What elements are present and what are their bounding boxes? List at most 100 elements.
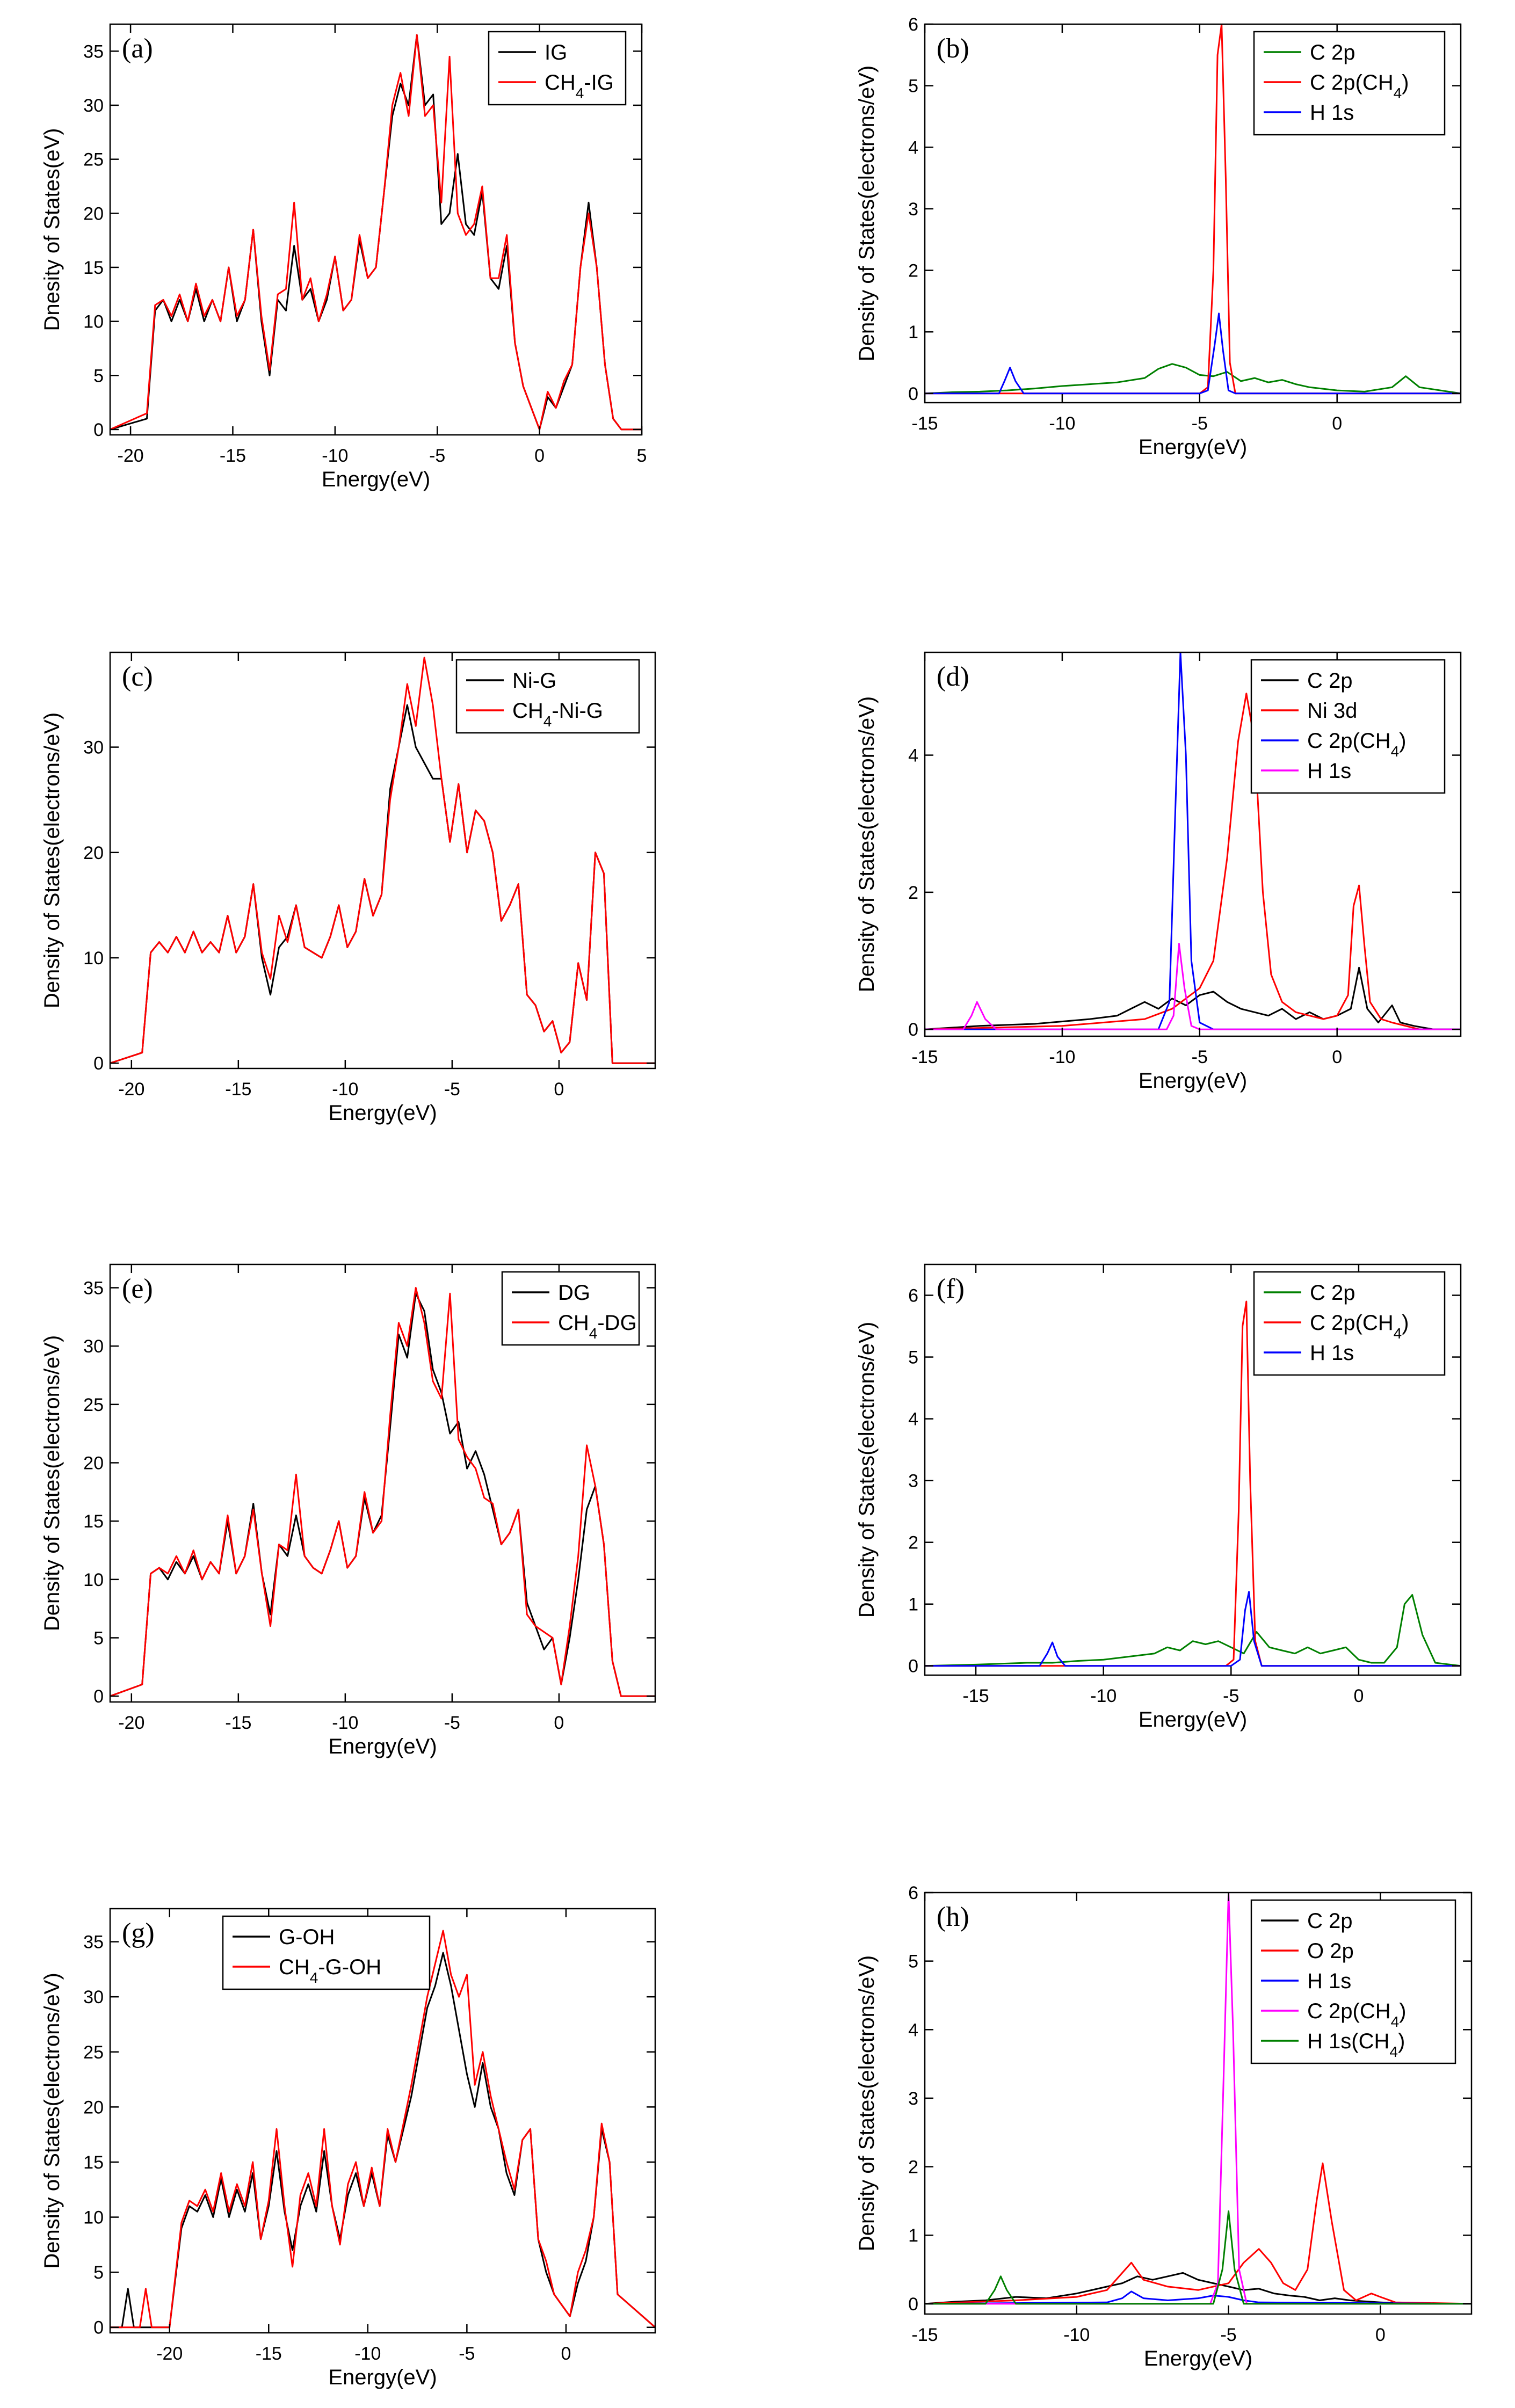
y-tick-label: 30 <box>83 1987 104 2007</box>
y-tick-label: 25 <box>83 150 104 170</box>
legend-box <box>501 1271 640 1346</box>
x-tick-label: -5 <box>1192 413 1208 434</box>
y-axis-label: Density of States(electrons/eV) <box>40 712 64 1008</box>
x-tick-label: 0 <box>554 1079 564 1100</box>
x-tick-label: -5 <box>444 1713 460 1733</box>
x-tick-label: -5 <box>1220 2325 1236 2345</box>
series-line-g-oh <box>110 1952 655 2329</box>
y-tick-label: 2 <box>908 883 918 903</box>
x-tick-label: -10 <box>354 2344 381 2364</box>
series-line-ch4-ig <box>110 34 642 431</box>
y-tick-label: 3 <box>908 2089 918 2109</box>
series-line-ch4-g-oh <box>110 1930 655 2329</box>
x-axis-label: Energy(eV) <box>322 468 430 491</box>
x-axis-label: Energy(eV) <box>328 1101 437 1125</box>
series-line-o-2p <box>925 2162 1471 2305</box>
panel-label: (e) <box>122 1274 153 1304</box>
y-tick-label: 5 <box>908 76 918 97</box>
y-axis-label: Density of States(electrons/eV) <box>40 1973 64 2268</box>
y-tick-label: 35 <box>83 1278 104 1298</box>
legend: C 2p C 2p(CH4)H 1s <box>1253 1271 1446 1376</box>
legend: C 2p O 2p H 1s C 2p(CH4)H 1s(CH4) <box>1250 1899 1456 2064</box>
x-tick-label: -10 <box>1090 1686 1117 1706</box>
series-line-h-1s <box>925 943 1461 1030</box>
x-axis-label: Energy(eV) <box>328 1735 437 1758</box>
chart-panel-g: -20 -15 -10 -5 0 0 5 10 15 20 25 30 35 Energy(eV) Dens… <box>40 1908 656 2389</box>
y-tick-label: 30 <box>83 738 104 758</box>
legend-label: IG <box>545 41 567 64</box>
y-tick-label: 20 <box>83 2097 104 2118</box>
panel-label: (g) <box>122 1918 155 1948</box>
y-tick-label: 5 <box>908 1952 918 1972</box>
y-tick-label: 20 <box>83 203 104 224</box>
panel-label: (d) <box>937 661 969 692</box>
y-tick-label: 10 <box>83 312 104 332</box>
panel-label: (b) <box>937 33 969 64</box>
y-tick-label: 3 <box>908 199 918 220</box>
y-tick-label: 2 <box>908 2157 918 2178</box>
series-line-h-1s-ch4- <box>925 2210 1471 2305</box>
y-tick-label: 10 <box>83 1570 104 1590</box>
chart-panel-c: -20 -15 -10 -5 0 0 10 20 30 Energy(eV) Density of … <box>40 651 656 1125</box>
y-tick-label: 2 <box>908 1533 918 1553</box>
chart-panel-a: -20 -15 -10 -5 0 5 0 5 10 15 20 25 30 35 Energy(eV) Dne… <box>40 23 647 491</box>
legend-label: O 2p <box>1307 1939 1354 1963</box>
legend-label: DG <box>558 1281 590 1305</box>
y-tick-label: 15 <box>83 1511 104 1532</box>
x-axis-label: Energy(eV) <box>1144 2347 1252 2370</box>
x-tick-label: -20 <box>118 446 144 466</box>
plot-frame <box>109 1908 656 2334</box>
y-tick-label: 6 <box>908 1883 918 1903</box>
x-tick-label: 0 <box>1332 1047 1342 1067</box>
legend-label: C 2p <box>1310 41 1355 64</box>
panel-label: (f) <box>937 1274 965 1304</box>
legend-label: CH4-DG <box>558 1311 637 1342</box>
series-line-h-1s <box>925 1591 1461 1667</box>
plot-frame <box>109 651 656 1070</box>
legend-box <box>1250 1899 1456 2064</box>
legend-label: H 1s <box>1310 1341 1354 1365</box>
x-tick-label: -5 <box>459 2344 475 2364</box>
y-axis-label: Dnesity of States(eV) <box>40 128 64 331</box>
y-axis-label: Density of States(electrons/eV) <box>855 696 879 992</box>
plot-frame <box>924 1892 1473 2315</box>
x-tick-label: -20 <box>156 2344 183 2364</box>
x-tick-label: 0 <box>1375 2325 1386 2345</box>
series-line-c-2p-ch4- <box>925 24 1461 395</box>
y-tick-label: 0 <box>908 2294 918 2315</box>
legend-box <box>222 1915 431 1990</box>
legend-label: G-OH <box>279 1925 335 1949</box>
x-tick-label: -15 <box>225 1713 251 1733</box>
y-tick-label: 35 <box>83 41 104 62</box>
y-tick-label: 5 <box>93 2262 104 2283</box>
x-tick-label: -20 <box>118 1079 144 1100</box>
y-tick-label: 0 <box>93 2318 104 2338</box>
x-tick-label: -15 <box>220 446 246 466</box>
legend-box <box>1253 31 1446 136</box>
series-line-c-2p <box>925 2272 1471 2305</box>
panel-label: (h) <box>937 1902 969 1932</box>
plot-frame <box>924 23 1462 404</box>
x-tick-label: 0 <box>554 1713 564 1733</box>
series-line-c-2p <box>925 363 1461 395</box>
legend-label: H 1s <box>1307 759 1351 783</box>
legend: C 2p C 2p(CH4)H 1s <box>1253 31 1446 136</box>
x-tick-label: -5 <box>1223 1686 1239 1706</box>
legend-label: C 2p(CH4) <box>1310 71 1409 101</box>
x-tick-label: -15 <box>256 2344 282 2364</box>
x-tick-label: 0 <box>1332 413 1342 434</box>
x-tick-label: 0 <box>1353 1686 1364 1706</box>
x-tick-label: -10 <box>1049 1047 1075 1067</box>
y-axis-label: Density of States(electrons/eV) <box>855 66 879 361</box>
legend-box <box>1253 1271 1446 1376</box>
x-tick-label: 5 <box>637 446 647 466</box>
series-line-ni-3d <box>925 693 1461 1030</box>
x-tick-label: -10 <box>332 1079 358 1100</box>
legend-label: Ni 3d <box>1307 699 1357 723</box>
y-tick-label: 4 <box>908 2020 918 2040</box>
plot-frame <box>109 1263 656 1703</box>
panel-label: (a) <box>122 33 153 64</box>
legend-label: Ni-G <box>512 669 556 693</box>
x-tick-label: -5 <box>1192 1047 1208 1067</box>
